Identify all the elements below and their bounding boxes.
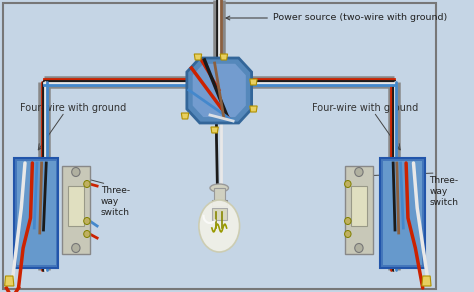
Bar (62, 166, 90, 254)
Circle shape (84, 230, 90, 237)
Polygon shape (220, 54, 228, 60)
Polygon shape (193, 64, 246, 117)
Bar (67, 186, 84, 226)
Bar (345, 166, 373, 254)
Bar (14, 158, 58, 268)
Ellipse shape (199, 200, 239, 252)
Polygon shape (211, 127, 219, 133)
Text: Power source (two-wire with ground): Power source (two-wire with ground) (226, 13, 447, 22)
Ellipse shape (210, 184, 228, 192)
Bar (380, 158, 425, 268)
Polygon shape (182, 113, 189, 119)
Polygon shape (250, 106, 257, 112)
Bar (214, 188, 225, 202)
Text: Four-wire with ground: Four-wire with ground (20, 103, 127, 113)
Circle shape (84, 180, 90, 187)
Text: Three-
way
switch: Three- way switch (429, 176, 458, 207)
Circle shape (355, 168, 363, 176)
Polygon shape (187, 58, 252, 123)
Circle shape (355, 244, 363, 253)
Bar (383, 161, 422, 265)
Polygon shape (5, 276, 14, 286)
Bar (212, 200, 227, 206)
Polygon shape (422, 276, 431, 286)
Text: Three-
way
switch: Three- way switch (101, 186, 130, 217)
Polygon shape (250, 79, 257, 85)
Circle shape (345, 180, 351, 187)
Bar (212, 208, 227, 220)
Circle shape (72, 168, 80, 176)
Text: Four-wire with ground: Four-wire with ground (312, 103, 418, 113)
Circle shape (84, 218, 90, 225)
Circle shape (345, 218, 351, 225)
Bar (17, 161, 55, 265)
Circle shape (345, 230, 351, 237)
Polygon shape (194, 54, 201, 60)
Circle shape (72, 244, 80, 253)
Bar (351, 186, 367, 226)
